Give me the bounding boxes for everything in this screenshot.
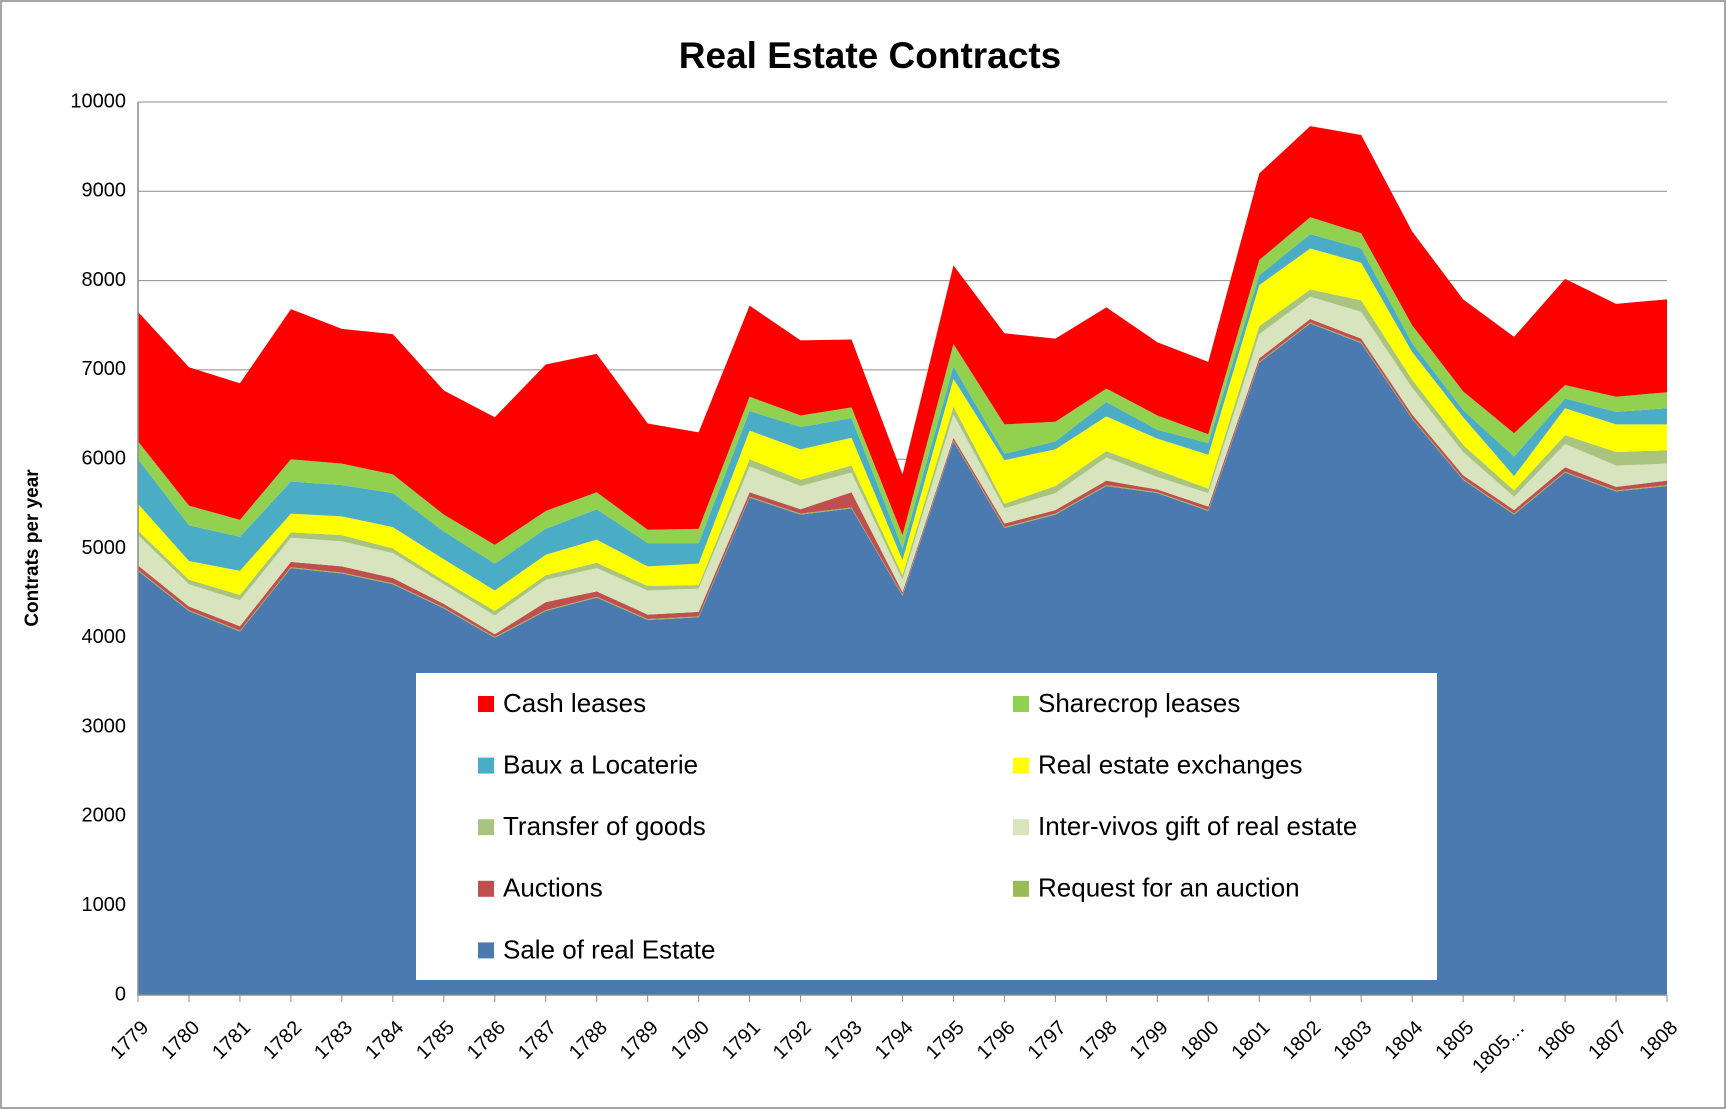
legend-swatch xyxy=(1013,696,1029,712)
y-tick-label: 5000 xyxy=(82,537,127,559)
y-tick-label: 10000 xyxy=(70,90,126,112)
legend-label: Sharecrop leases xyxy=(1038,688,1240,718)
chart-title: Real Estate Contracts xyxy=(679,35,1061,76)
legend-swatch xyxy=(478,880,494,897)
legend-label: Sale of real Estate xyxy=(503,934,715,964)
y-tick-label: 1000 xyxy=(82,894,127,916)
y-tick-label: 4000 xyxy=(82,626,127,648)
legend-swatch xyxy=(1013,819,1029,836)
y-tick-label: 8000 xyxy=(82,269,127,291)
legend-label: Cash leases xyxy=(503,688,646,718)
legend-swatch xyxy=(478,696,494,712)
y-axis-label: Contrats per year xyxy=(22,469,43,627)
legend-label: Baux a Locaterie xyxy=(503,749,698,779)
legend-label: Transfer of goods xyxy=(503,811,706,841)
legend-label: Request for an auction xyxy=(1038,873,1300,903)
legend-label: Inter-vivos gift of real estate xyxy=(1038,811,1357,841)
y-tick-label: 6000 xyxy=(82,447,127,469)
legend-label: Auctions xyxy=(503,873,603,903)
y-tick-label: 9000 xyxy=(82,180,127,202)
y-tick-label: 3000 xyxy=(82,715,127,737)
legend-swatch xyxy=(478,942,494,959)
y-tick-label: 2000 xyxy=(82,805,127,827)
area xyxy=(138,126,1667,545)
legend-swatch xyxy=(1013,757,1029,774)
legend-swatch xyxy=(478,757,494,774)
legend-label: Real estate exchanges xyxy=(1038,749,1303,779)
legend-swatch xyxy=(478,819,494,836)
y-tick-label: 0 xyxy=(115,983,126,1005)
y-tick-label: 7000 xyxy=(82,358,127,380)
legend-box xyxy=(416,673,1437,980)
legend-swatch xyxy=(1013,880,1029,897)
